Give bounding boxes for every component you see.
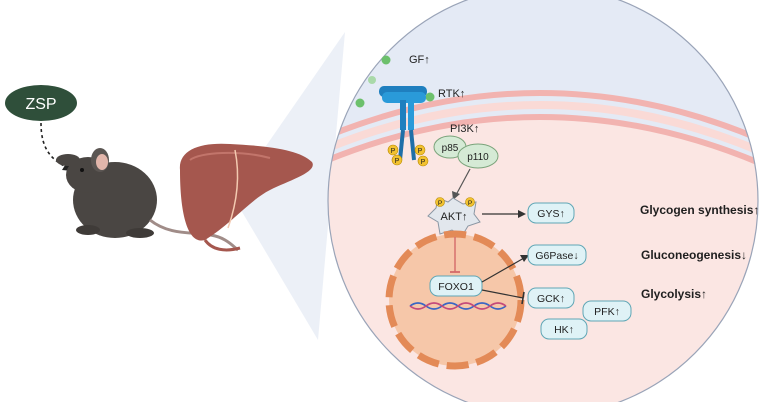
pi3k-label: PI3K↑	[450, 123, 479, 135]
svg-text:P: P	[391, 148, 396, 155]
svg-text:G6Pase↓: G6Pase↓	[535, 250, 578, 262]
svg-text:P: P	[468, 200, 472, 207]
glycogen-synthesis-label: Glycogen synthesis↑	[640, 203, 759, 217]
receptor-phospho-group: P P P P	[387, 144, 429, 167]
svg-text:AKT↑: AKT↑	[441, 211, 468, 223]
svg-text:P: P	[438, 200, 442, 207]
mouse-icon	[56, 148, 239, 252]
liver-icon	[179, 143, 313, 252]
foxo1-inhibits-gck	[481, 289, 524, 299]
gf-label: GF↑	[409, 54, 430, 66]
zoom-cone	[232, 32, 345, 340]
svg-text:HK↑: HK↑	[554, 324, 574, 336]
pi3k-to-akt-arrow	[455, 168, 471, 196]
svg-text:P: P	[421, 159, 426, 166]
zsp-node: ZSP	[5, 85, 77, 121]
zsp-label: ZSP	[25, 96, 56, 113]
svg-text:GYS↑: GYS↑	[537, 208, 564, 220]
gys-box: GYS↑	[527, 202, 575, 224]
rtk-label: RTK↑	[438, 88, 465, 100]
receptor-icon	[379, 86, 427, 161]
glycolysis-label: Glycolysis↑	[641, 287, 707, 301]
svg-text:FOXO1: FOXO1	[438, 281, 474, 293]
gck-box: GCK↑	[527, 287, 575, 309]
g6pase-box: G6Pase↓	[527, 244, 587, 266]
p110-node: p110	[457, 143, 499, 169]
foxo1-to-g6pase-arrow	[481, 257, 525, 283]
svg-text:GCK↑: GCK↑	[537, 293, 565, 305]
zsp-arrow	[40, 122, 69, 169]
svg-text:p110: p110	[467, 152, 489, 163]
pfk-box: PFK↑	[582, 300, 632, 322]
svg-text:PFK↑: PFK↑	[594, 306, 620, 318]
foxo1-node: FOXO1	[429, 275, 483, 297]
svg-text:P: P	[395, 158, 400, 165]
cell-zoom-circle	[327, 0, 759, 402]
gluconeogenesis-label: Gluconeogenesis↓	[641, 248, 747, 262]
hk-box: HK↑	[540, 318, 588, 340]
dna-helix-icon	[409, 302, 507, 310]
growth-factor-icon	[355, 55, 435, 108]
akt-node: AKT↑ P P	[427, 197, 481, 237]
svg-text:p85: p85	[442, 143, 459, 154]
nucleus	[385, 230, 525, 370]
svg-text:P: P	[418, 148, 423, 155]
